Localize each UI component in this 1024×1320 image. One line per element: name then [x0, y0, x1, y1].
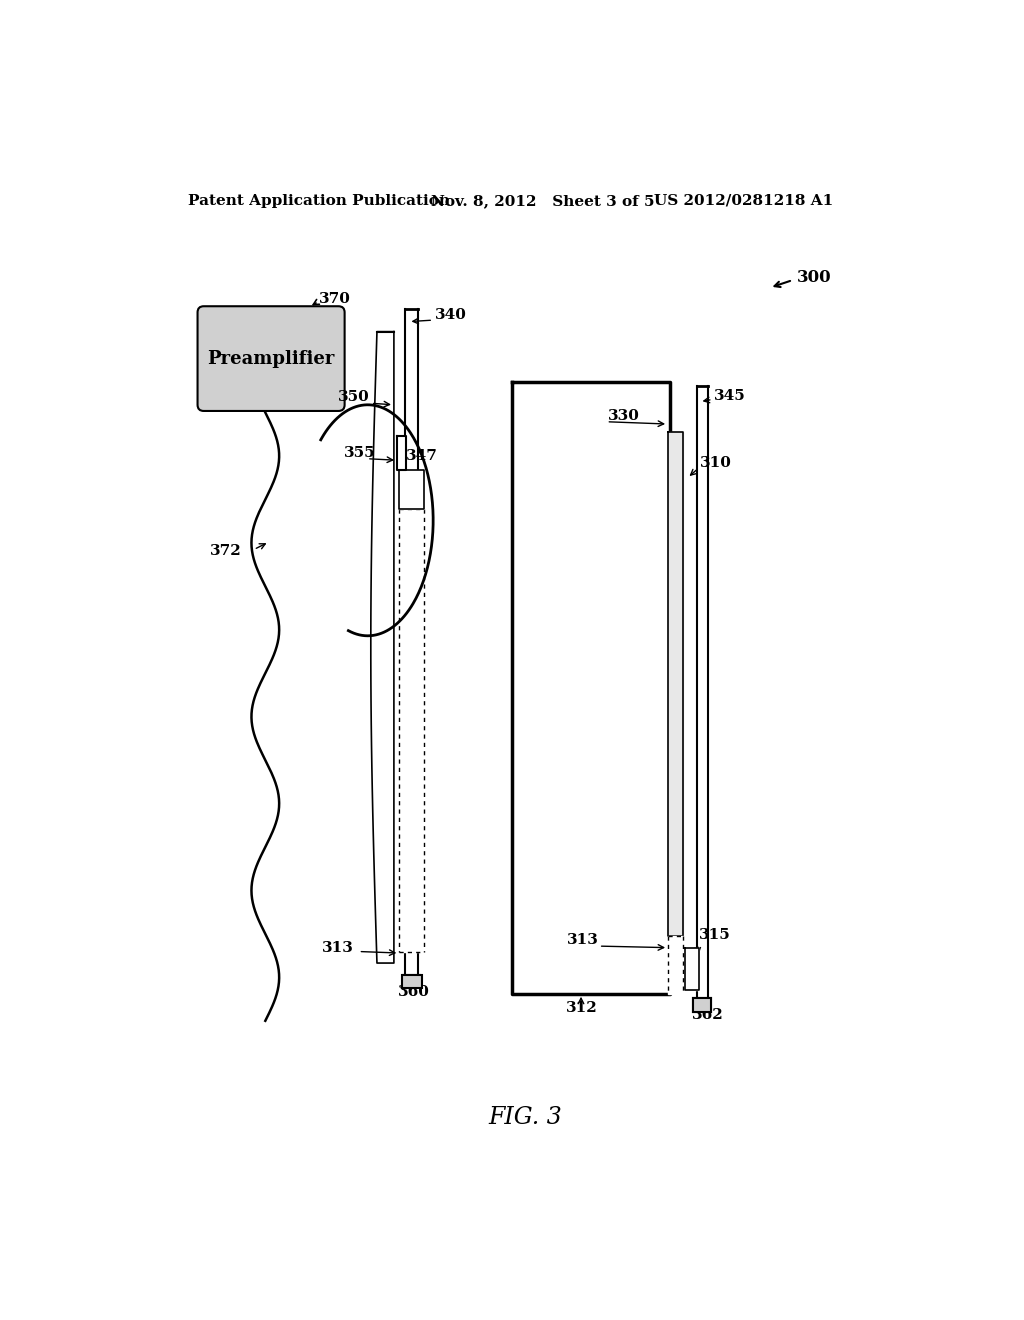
Polygon shape	[512, 381, 670, 994]
Text: 300: 300	[797, 269, 831, 286]
Text: 360: 360	[397, 985, 430, 999]
Text: 355: 355	[344, 446, 376, 461]
Polygon shape	[406, 309, 418, 974]
Text: 315: 315	[698, 928, 730, 941]
Text: Patent Application Publication: Patent Application Publication	[188, 194, 451, 207]
Polygon shape	[696, 385, 708, 998]
Text: 310: 310	[700, 455, 732, 470]
Text: 350: 350	[338, 391, 370, 404]
Text: US 2012/0281218 A1: US 2012/0281218 A1	[654, 194, 834, 207]
Text: 372: 372	[210, 544, 242, 558]
Text: 345: 345	[714, 388, 745, 403]
Polygon shape	[693, 998, 711, 1011]
Polygon shape	[397, 436, 407, 470]
Text: 330: 330	[608, 409, 640, 424]
Polygon shape	[693, 998, 711, 1011]
Polygon shape	[371, 331, 394, 964]
Polygon shape	[401, 974, 422, 989]
Polygon shape	[668, 936, 683, 994]
Text: 340: 340	[435, 308, 467, 322]
Text: Preamplifier: Preamplifier	[208, 350, 335, 367]
Text: 313: 313	[567, 933, 599, 946]
FancyBboxPatch shape	[198, 306, 345, 411]
Text: 362: 362	[692, 1008, 724, 1023]
Polygon shape	[685, 948, 698, 990]
Polygon shape	[403, 974, 420, 986]
Polygon shape	[399, 470, 424, 508]
Text: 370: 370	[319, 292, 351, 306]
Polygon shape	[399, 508, 424, 952]
Text: 347: 347	[406, 449, 437, 462]
Text: Nov. 8, 2012   Sheet 3 of 5: Nov. 8, 2012 Sheet 3 of 5	[431, 194, 654, 207]
Text: FIG. 3: FIG. 3	[487, 1106, 562, 1129]
Text: 313: 313	[322, 941, 353, 954]
Polygon shape	[668, 432, 683, 936]
Text: 312: 312	[565, 1001, 597, 1015]
